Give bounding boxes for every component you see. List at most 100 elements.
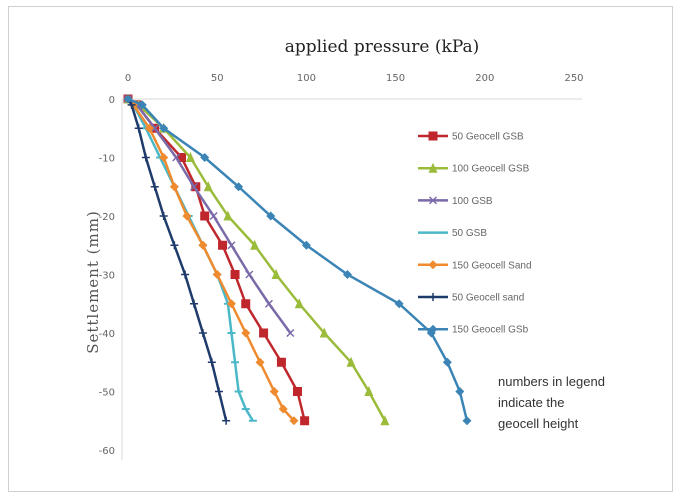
data-point-marker [207,358,216,367]
data-point-marker [342,270,352,279]
data-point-marker [144,123,154,133]
series-line [127,98,295,422]
data-point-marker [177,153,187,162]
data-point-marker [428,162,438,173]
data-point-marker [214,387,223,396]
data-point-marker [209,211,218,221]
data-point-marker [181,270,190,279]
legend-item: 100 GSB [418,196,493,207]
data-point-marker [442,357,452,367]
series-7 [123,94,472,426]
legend: 50 Geocell GSB 100 Geocell GSB 100 GSB 50 G… [418,131,532,336]
data-point-marker [189,182,199,191]
data-point-marker [191,182,201,192]
series-6 [124,95,231,425]
legend-label: 100 GSB [452,196,493,207]
x-tick-label: 150 [386,73,405,84]
data-point-marker [223,210,233,221]
data-point-marker [222,416,231,425]
data-point-marker [159,123,169,133]
data-point-marker [276,357,286,367]
data-point-marker [172,153,181,162]
legend-label: 50 Geocell GSB [452,132,524,143]
y-tick-labels: 0 -10 -20 -30 -40 -50 -60 [99,95,115,457]
legend-label: 150 Geocell GSb [452,325,529,336]
x-tick-label: 250 [564,73,583,84]
x-tick-label: 100 [297,73,316,84]
data-point-marker [230,270,240,279]
legend-item: 50 Geocell GSB [418,131,524,143]
y-tick-label: -50 [99,388,115,399]
data-point-marker [250,239,260,250]
data-point-marker [245,270,254,279]
data-point-marker [301,240,311,250]
y-axis-label: Settlement (mm) [84,210,102,354]
data-point-marker [292,387,302,396]
data-point-marker [226,299,236,309]
y-tick-label: -20 [99,212,115,223]
data-point-marker [200,153,210,162]
x-tick-label: 50 [211,73,224,84]
data-point-marker [255,357,265,367]
data-point-marker [300,416,310,426]
y-tick-label: -60 [99,446,115,457]
data-point-marker [198,329,207,337]
y-tick-label: -40 [99,329,115,340]
data-point-marker [294,298,304,309]
y-tick-label: -30 [99,271,115,282]
series-line [127,97,292,334]
data-point-marker [212,270,222,279]
legend-item: 100 Geocell GSB [418,162,530,175]
data-point-marker [319,327,329,338]
data-point-marker [429,293,437,301]
y-tick-label: -10 [99,154,115,165]
data-point-marker [218,240,228,250]
data-point-marker [185,152,195,162]
series-5 [123,94,299,426]
x-tick-label: 0 [125,73,131,84]
data-point-marker [182,211,192,221]
data-point-marker [278,404,288,414]
data-point-marker [346,356,356,367]
data-point-marker [271,269,281,279]
data-point-marker [203,181,213,192]
y-tick-label: 0 [109,95,115,106]
legend-label: 150 Geocell Sand [452,260,532,271]
data-point-marker [137,100,147,110]
data-point-marker [266,211,276,221]
data-point-marker [190,299,199,308]
legend-label: 100 Geocell GSB [452,164,530,175]
series-2 [123,93,390,426]
chart-frame [8,6,673,492]
data-point-marker [428,131,438,141]
data-point-marker [241,299,251,309]
legend-label: 50 GSB [452,228,487,239]
data-point-marker [428,260,438,270]
data-point-marker [380,415,390,426]
data-point-marker [234,182,244,192]
data-point-marker [264,299,273,308]
data-point-marker [241,328,251,338]
legend-item: 50 Geocell sand [418,293,524,304]
data-point-marker [364,386,374,396]
series-layer [123,93,472,426]
data-point-marker [127,100,136,109]
data-point-marker [169,182,179,192]
data-point-marker [289,416,299,426]
annotation-line: numbers in legend [498,374,605,389]
data-point-marker [462,416,472,426]
data-point-marker [170,241,179,250]
data-point-marker [134,124,143,133]
data-point-marker [428,196,438,205]
data-point-marker [259,328,269,338]
data-point-marker [150,124,159,133]
data-point-marker [159,153,169,162]
x-tick-label: 200 [475,73,494,84]
data-point-marker [394,299,404,309]
x-tick-labels: 0 50 100 150 200 250 [125,73,584,84]
data-point-marker [198,240,208,250]
data-point-marker [159,212,168,220]
annotation-line: indicate the [498,395,565,410]
chart-title: applied pressure (kPa) [285,37,480,57]
